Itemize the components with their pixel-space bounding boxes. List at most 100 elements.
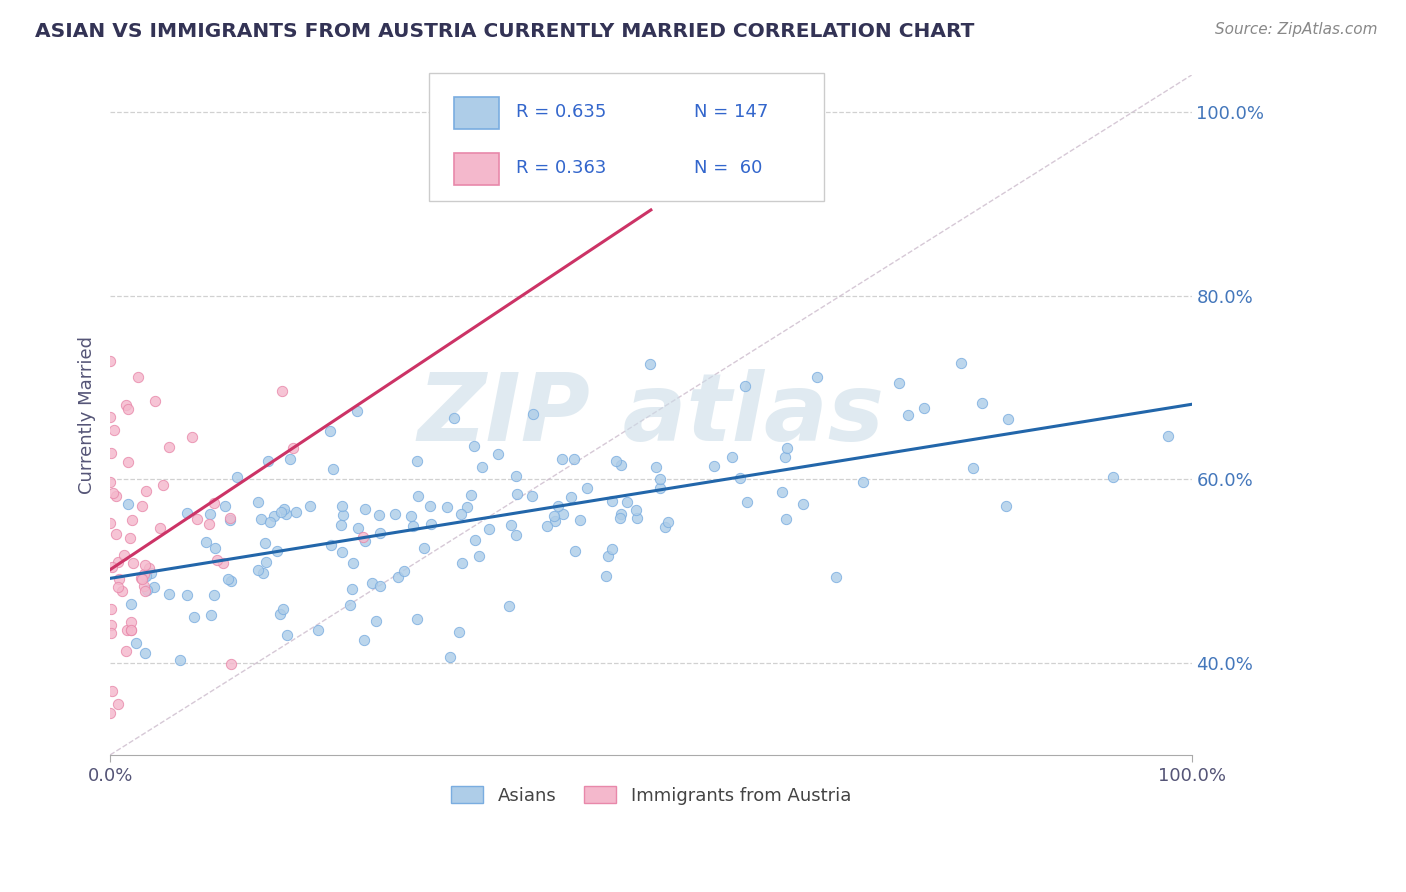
Point (114, 548, 136, 562)
Point (471, 459, 494, 474)
Point (143, 580, 166, 594)
Point (522, 407, 544, 421)
Point (135, 484, 157, 499)
Point (98, 516, 121, 531)
Point (997, 411, 1019, 425)
Point (600, 541, 623, 556)
Point (298, 499, 321, 513)
Point (488, 447, 510, 461)
Point (100, 706, 122, 721)
Point (505, 469, 527, 483)
Point (347, 521, 370, 535)
Point (246, 563, 269, 577)
Point (247, 495, 270, 509)
Point (131, 571, 153, 585)
Point (284, 505, 307, 519)
Point (134, 569, 156, 583)
Point (134, 646, 156, 660)
Point (152, 477, 174, 491)
Point (259, 515, 281, 529)
Point (319, 424, 342, 438)
Point (564, 543, 586, 558)
Point (134, 579, 156, 593)
Point (135, 569, 157, 583)
Point (204, 541, 226, 555)
Point (640, 357, 662, 371)
Point (270, 505, 292, 519)
Point (107, 555, 129, 569)
Point (770, 484, 793, 499)
Point (505, 528, 527, 542)
Point (406, 490, 429, 504)
Point (120, 597, 142, 611)
Point (117, 455, 139, 469)
Point (143, 394, 166, 409)
Point (100, 777, 122, 791)
Point (402, 519, 425, 533)
Point (176, 588, 198, 602)
Point (332, 499, 354, 513)
Point (897, 408, 920, 422)
Point (650, 481, 672, 495)
Point (449, 624, 471, 639)
Point (134, 584, 156, 599)
Point (972, 396, 994, 410)
Point (595, 569, 617, 583)
Point (104, 526, 127, 541)
Point (157, 440, 180, 454)
Point (115, 784, 138, 798)
Text: ZIP atlas: ZIP atlas (418, 369, 884, 461)
Point (436, 500, 458, 514)
Point (464, 533, 486, 548)
Point (271, 384, 294, 398)
Point (654, 520, 676, 534)
Point (609, 510, 631, 524)
Point (115, 624, 138, 638)
Point (392, 564, 415, 578)
Point (319, 538, 342, 552)
Point (186, 512, 208, 526)
Point (141, 566, 163, 580)
Point (792, 497, 814, 511)
Point (610, 458, 633, 472)
Point (824, 570, 846, 584)
Point (169, 653, 191, 667)
Point (330, 518, 353, 533)
Point (157, 587, 180, 601)
Point (354, 502, 377, 516)
Point (250, 511, 273, 525)
Point (197, 517, 219, 532)
Point (115, 398, 138, 412)
Point (562, 451, 585, 466)
Point (176, 507, 198, 521)
Point (501, 518, 523, 533)
Point (439, 650, 461, 665)
Point (605, 454, 627, 468)
Point (544, 514, 567, 528)
Point (200, 507, 222, 521)
Point (342, 582, 364, 596)
Point (107, 580, 129, 594)
Point (547, 499, 569, 513)
Point (138, 560, 160, 574)
Point (734, 379, 756, 393)
Text: R = 0.635: R = 0.635 (516, 103, 606, 121)
Point (219, 511, 242, 525)
Point (202, 588, 225, 602)
Point (776, 441, 799, 455)
Point (271, 602, 294, 616)
Point (117, 497, 139, 511)
Point (543, 509, 565, 524)
Point (103, 486, 125, 500)
Point (252, 566, 274, 580)
Point (401, 509, 423, 524)
Point (889, 376, 911, 391)
Point (134, 558, 156, 573)
Legend: Asians, Immigrants from Austria: Asians, Immigrants from Austria (441, 777, 860, 814)
Point (721, 450, 744, 465)
Point (131, 499, 153, 513)
Point (405, 612, 427, 626)
Point (121, 623, 143, 637)
Point (200, 607, 222, 622)
Point (108, 572, 131, 586)
